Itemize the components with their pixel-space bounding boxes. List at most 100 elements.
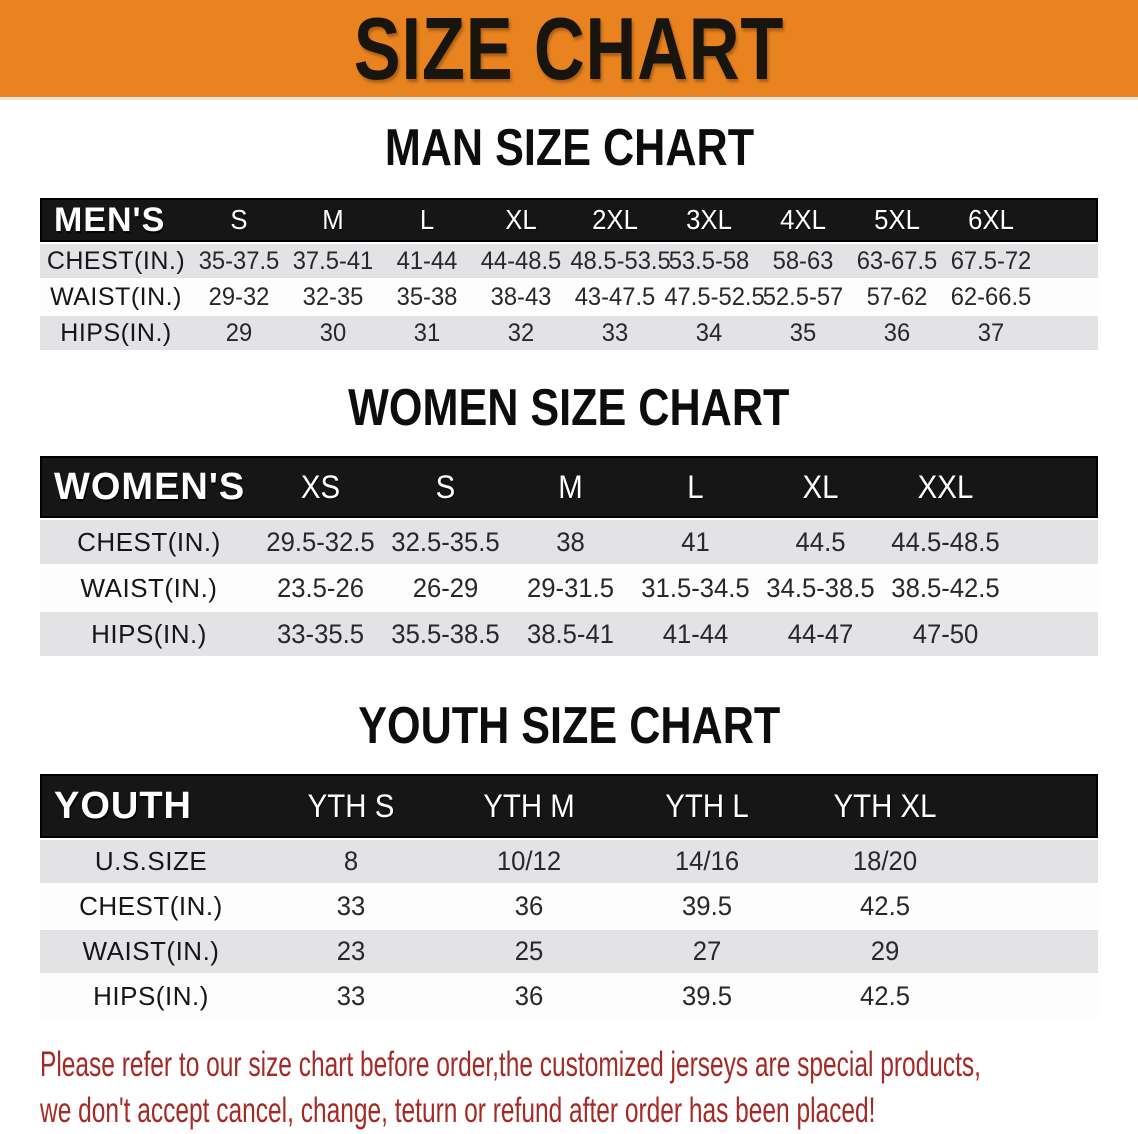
column-header: S (230, 204, 248, 235)
column-header: YTH L (665, 787, 749, 824)
size-value: 29.5-32.5 (266, 526, 375, 557)
column-header: M (322, 204, 344, 235)
row-label: CHEST(IN.) (79, 891, 223, 921)
size-value: 23.5-26 (276, 572, 364, 603)
size-value: 44-47 (787, 618, 854, 649)
size-value: 29-32 (208, 282, 270, 311)
size-value: 39.5 (682, 891, 732, 921)
size-value: 44-48.5 (480, 246, 562, 275)
size-value: 38.5-41 (526, 618, 614, 649)
size-value: 42.5 (860, 891, 910, 921)
youth-section-title: YOUTH SIZE CHART (0, 698, 1138, 754)
disclaimer-line-2: we don't accept cancel, change, teturn o… (40, 1091, 876, 1130)
size-value: 27 (692, 936, 722, 966)
table-row: WAIST(IN.) 23.5-26 26-29 29-31.5 31.5-34.5 34… (40, 566, 1098, 610)
size-value: 35.5-38.5 (391, 618, 500, 649)
size-value: 23 (336, 936, 366, 966)
size-value: 31 (413, 318, 441, 347)
table-row: HIPS(IN.) 33 36 39.5 42.5 (40, 975, 1098, 1018)
row-label: WAIST(IN.) (80, 572, 218, 603)
men-size-table: MEN'S S M L XL 2XL 3XL 4XL 5XL 6XL CHEST(IN.) 35-37… (40, 198, 1098, 350)
youth-section-title-text: YOUTH SIZE CHART (357, 697, 781, 755)
size-value: 35-38 (396, 282, 458, 311)
table-row: HIPS(IN.) 33-35.5 35.5-38.5 38.5-41 41-44 44-… (40, 612, 1098, 656)
size-value: 44.5 (795, 526, 846, 557)
size-value: 14/16 (674, 846, 740, 876)
table-row: WAIST(IN.) 29-32 32-35 35-38 38-43 43-47.5 47.… (40, 280, 1098, 314)
size-value: 18/20 (852, 846, 918, 876)
table-header-row: YOUTH YTH S YTH M YTH L YTH XL (40, 774, 1098, 838)
row-label: WAIST(IN.) (82, 936, 220, 966)
size-value: 36 (514, 891, 544, 921)
column-header: XL (802, 468, 839, 505)
table-row: WAIST(IN.) 23 25 27 29 (40, 930, 1098, 973)
size-value: 33 (336, 891, 366, 921)
column-header: XS (300, 468, 341, 505)
column-header: YTH M (483, 787, 575, 824)
table-row: CHEST(IN.) 33 36 39.5 42.5 (40, 885, 1098, 928)
size-value: 37.5-41 (292, 246, 374, 275)
size-value: 37 (977, 318, 1005, 347)
table-header-row: WOMEN'S XS S M L XL XXL (40, 456, 1098, 518)
column-header: XXL (917, 468, 974, 505)
size-value: 34 (695, 318, 723, 347)
section-men: MAN SIZE CHART MEN'S S M L XL 2XL 3XL 4XL 5XL 6XL… (0, 120, 1138, 350)
row-label: U.S.SIZE (94, 846, 208, 876)
size-value: 38.5-42.5 (891, 572, 1000, 603)
column-header: 6XL (968, 204, 1014, 235)
size-value: 34.5-38.5 (766, 572, 875, 603)
size-value: 58-63 (772, 246, 834, 275)
row-label: CHEST(IN.) (77, 526, 221, 557)
size-value: 43-47.5 (574, 282, 656, 311)
section-women: WOMEN SIZE CHART WOMEN'S XS S M L XL XXL CHEST(… (0, 380, 1138, 656)
size-value: 32 (507, 318, 535, 347)
table-header-row: MEN'S S M L XL 2XL 3XL 4XL 5XL 6XL (40, 198, 1098, 242)
table-row: HIPS(IN.) 29 30 31 32 33 34 35 36 37 (40, 316, 1098, 350)
size-value: 41-44 (662, 618, 729, 649)
row-label: WAIST(IN.) (50, 282, 182, 311)
size-value: 36 (514, 981, 544, 1011)
size-value: 10/12 (496, 846, 562, 876)
size-value: 33-35.5 (276, 618, 364, 649)
column-header: 2XL (592, 204, 638, 235)
women-section-title: WOMEN SIZE CHART (0, 380, 1138, 436)
men-section-title: MAN SIZE CHART (0, 120, 1138, 176)
table-group-label: YOUTH (54, 784, 192, 827)
size-value: 48.5-53.5 (570, 246, 671, 275)
column-header: 3XL (686, 204, 732, 235)
size-value: 35-37.5 (198, 246, 280, 275)
size-value: 41-44 (396, 246, 458, 275)
size-value: 53.5-58 (668, 246, 750, 275)
table-row: U.S.SIZE 8 10/12 14/16 18/20 (40, 840, 1098, 883)
size-value: 52.5-57 (762, 282, 844, 311)
size-value: 62-66.5 (950, 282, 1032, 311)
women-size-table: WOMEN'S XS S M L XL XXL CHEST(IN.) 29.5-32.5 32.5… (40, 456, 1098, 656)
column-header: S (435, 468, 456, 505)
size-value: 32.5-35.5 (391, 526, 500, 557)
size-value: 35 (789, 318, 817, 347)
column-header: YTH S (307, 787, 395, 824)
section-youth: YOUTH SIZE CHART YOUTH YTH S YTH M YTH L YTH… (0, 698, 1138, 1018)
men-section-title-text: MAN SIZE CHART (384, 119, 754, 177)
column-header: 4XL (780, 204, 826, 235)
row-label: HIPS(IN.) (91, 618, 207, 649)
column-header: 5XL (874, 204, 920, 235)
size-value: 38 (556, 526, 585, 557)
size-value: 39.5 (682, 981, 732, 1011)
size-value: 25 (514, 936, 544, 966)
size-value: 32-35 (302, 282, 364, 311)
size-value: 38-43 (490, 282, 552, 311)
table-row: CHEST(IN.) 35-37.5 37.5-41 41-44 44-48.5 48.5… (40, 244, 1098, 278)
row-label: HIPS(IN.) (93, 981, 209, 1011)
women-section-title-text: WOMEN SIZE CHART (348, 379, 790, 437)
size-value: 44.5-48.5 (891, 526, 1000, 557)
banner: SIZE CHART (0, 0, 1138, 100)
size-value: 47.5-52.5 (664, 282, 765, 311)
table-row: CHEST(IN.) 29.5-32.5 32.5-35.5 38 41 44.5 44.5… (40, 520, 1098, 564)
size-value: 31.5-34.5 (641, 572, 750, 603)
table-group-label: MEN'S (54, 200, 166, 239)
size-value: 42.5 (860, 981, 910, 1011)
size-value: 63-67.5 (856, 246, 938, 275)
size-value: 8 (343, 846, 359, 876)
